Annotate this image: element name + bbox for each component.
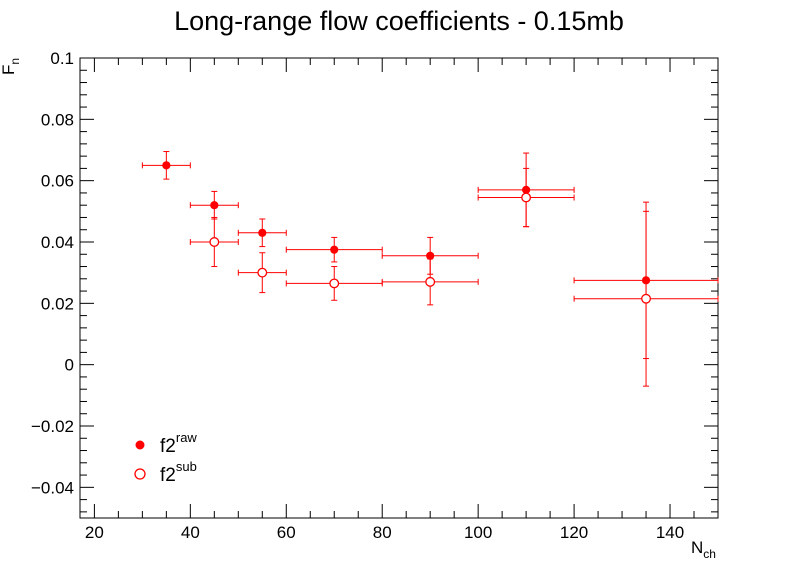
data-point [237, 252, 287, 294]
legend-entry-superscript: sub [176, 459, 197, 474]
data-point [189, 216, 239, 268]
series-f2-sub [189, 167, 719, 387]
plot-frame [79, 57, 719, 519]
y-tick-label: 0.02 [41, 294, 74, 313]
data-point [285, 266, 383, 301]
y-tick-label: 0.1 [50, 49, 74, 68]
data-point [189, 190, 239, 220]
y-tick-label: −0.02 [31, 417, 74, 436]
legend-entry-superscript: raw [176, 430, 198, 445]
data-point [237, 218, 287, 248]
y-axis-label-main: F [0, 65, 18, 75]
x-axis: 20 40 60 80 100 120 140 [85, 58, 719, 542]
y-tick-label: 0.08 [41, 110, 74, 129]
data-layer [141, 151, 719, 387]
marker-filled-circle [426, 251, 435, 260]
x-tick-label: 20 [85, 523, 104, 542]
x-axis-label-sub: ch [703, 547, 716, 561]
y-tick-label: −0.04 [31, 478, 74, 497]
data-point [573, 210, 719, 387]
marker-filled-circle [210, 201, 219, 210]
chart-title: Long-range flow coefficients - 0.15mb [174, 6, 624, 36]
x-tick-label: 100 [464, 523, 492, 542]
marker-open-circle [209, 237, 220, 247]
marker-open-circle [425, 276, 436, 287]
legend-entry-label: f2raw [160, 430, 197, 457]
legend-entry-label: f2sub [160, 459, 197, 486]
legend-marker [135, 440, 145, 450]
series-f2-raw [141, 151, 719, 360]
x-tick-label: 120 [560, 523, 588, 542]
data-point [381, 258, 479, 306]
marker-open-circle [521, 192, 532, 203]
data-point [285, 236, 383, 263]
x-axis-label-main: N [691, 538, 703, 557]
marker-filled-circle [330, 245, 339, 254]
y-axis: −0.04 −0.02 0 0.02 0.04 0.06 0.08 0.1 [31, 49, 718, 513]
x-axis-label: Nch [691, 538, 716, 561]
legend-marker [134, 468, 146, 480]
y-axis-label-sub: n [8, 58, 22, 65]
data-point [477, 167, 575, 228]
y-tick-label: 0 [65, 356, 74, 375]
marker-open-circle [329, 278, 340, 289]
y-tick-label: 0.04 [41, 233, 74, 252]
marker-filled-circle [258, 228, 267, 237]
legend-entry-name: f2 [160, 465, 176, 486]
data-point [141, 151, 191, 180]
marker-open-circle [641, 293, 651, 304]
y-tick-label: 0.06 [41, 172, 74, 191]
marker-filled-circle [162, 161, 171, 170]
marker-open-circle [257, 267, 268, 278]
legend-entry-name: f2 [160, 436, 176, 457]
y-axis-label: Fn [0, 58, 22, 75]
x-tick-label: 60 [277, 523, 296, 542]
x-tick-label: 40 [181, 523, 200, 542]
x-tick-label: 140 [656, 523, 684, 542]
x-tick-label: 80 [373, 523, 392, 542]
